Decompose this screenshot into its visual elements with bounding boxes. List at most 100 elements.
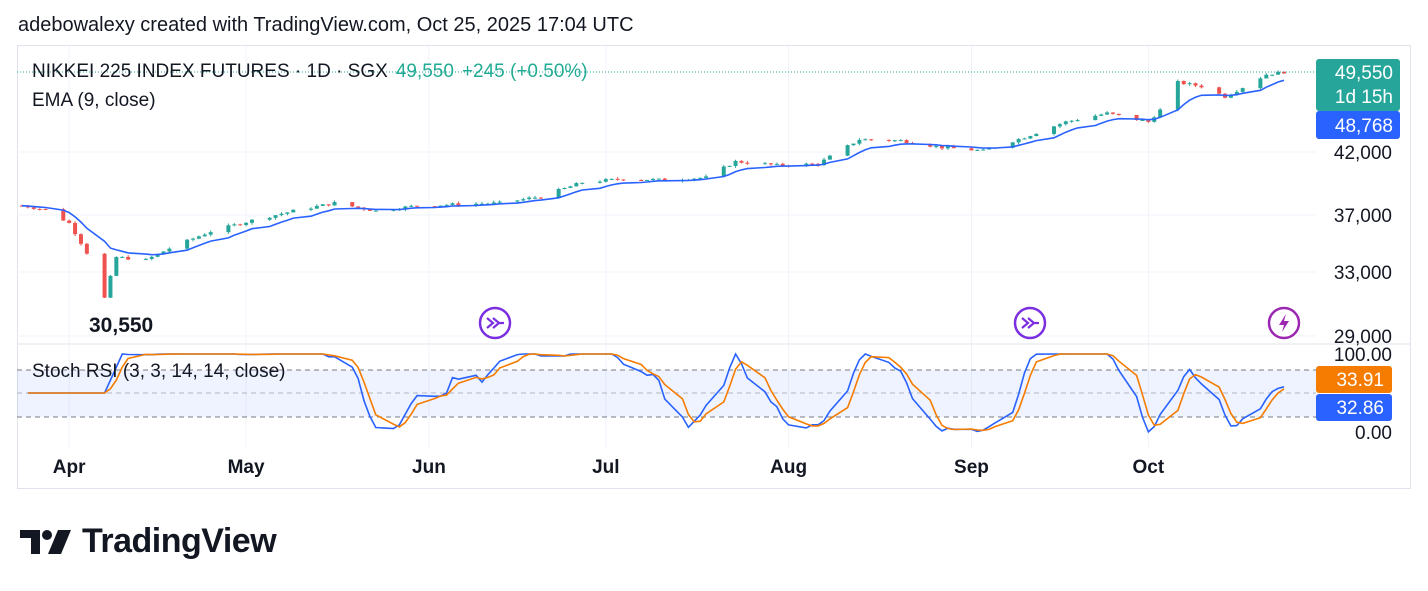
candle-body — [763, 163, 768, 165]
candle-body — [102, 253, 107, 298]
legend-price: 49,550 — [395, 61, 454, 82]
candle-body — [249, 219, 254, 223]
candle-body — [656, 178, 661, 180]
split-event-icon[interactable] — [478, 306, 512, 340]
candle-body — [391, 209, 396, 211]
candle-body — [1193, 83, 1198, 86]
candle-body — [479, 203, 484, 205]
price-tick-label: 37,000 — [1334, 206, 1392, 227]
candle-body — [108, 275, 113, 298]
price-tag-bg — [1316, 59, 1400, 111]
ema-tag: 48,768 — [1335, 116, 1393, 137]
candle-body — [149, 256, 154, 259]
stoch-k-tag: 33.91 — [1336, 370, 1384, 391]
candle-body — [739, 160, 744, 163]
candle-body — [273, 215, 278, 218]
candle-body — [126, 256, 131, 260]
symbol-legend[interactable]: NIKKEI 225 INDEX FUTURES · 1D · SGX 49,55… — [32, 61, 588, 83]
candle-body — [568, 186, 573, 188]
logo-wordmark: TradingView — [82, 522, 277, 560]
candle-body — [1022, 138, 1027, 140]
candle-body — [1016, 139, 1021, 143]
candle-body — [78, 234, 83, 244]
price-tick-label: 29,000 — [1334, 327, 1392, 348]
candle-body — [869, 139, 874, 141]
candle-body — [332, 202, 337, 206]
candle-body — [780, 163, 785, 166]
candle-body — [202, 234, 207, 237]
stoch-d-tag: 32.86 — [1336, 398, 1384, 419]
price-tick-label: 42,000 — [1334, 143, 1392, 164]
candle-body — [1057, 124, 1062, 127]
candle-body — [597, 181, 602, 183]
candle-body — [892, 140, 897, 142]
candle-body — [603, 179, 608, 182]
candle-body — [1187, 83, 1192, 85]
candle-body — [444, 204, 449, 206]
candle-body — [320, 204, 325, 206]
candle-body — [851, 143, 856, 146]
time-tick-label: Sep — [954, 457, 989, 478]
candle-body — [196, 236, 201, 239]
candle-body — [43, 208, 48, 210]
ema-legend[interactable]: EMA (9, close) — [32, 90, 156, 111]
candle-body — [939, 145, 944, 149]
candle-body — [474, 203, 479, 206]
lightning-event-icon[interactable] — [1267, 306, 1301, 340]
stoch-d-line — [27, 353, 1285, 432]
time-tick-label: May — [228, 457, 265, 478]
candle-body — [1228, 94, 1233, 98]
ema-tag-bg — [1316, 111, 1400, 139]
candle-body — [1181, 81, 1186, 85]
candle-body — [945, 146, 950, 149]
split-event-icon[interactable] — [1013, 306, 1047, 340]
price-tag: 49,550 — [1335, 63, 1393, 84]
stoch-d-tag-bg — [1316, 394, 1392, 421]
candle-body — [367, 209, 372, 211]
time-axis: Apr May Jun Jul Aug Sep Oct — [53, 457, 1165, 478]
candle-body — [208, 232, 213, 235]
candle-body — [267, 217, 272, 220]
candle-body — [845, 145, 850, 156]
candle-body — [409, 205, 414, 207]
candle-body — [898, 140, 903, 142]
candle-body — [279, 213, 284, 216]
candle-body — [615, 178, 620, 180]
candle-body — [120, 256, 125, 258]
candle-body — [73, 222, 78, 235]
candle-body — [521, 199, 526, 201]
price-axis: 29,000 33,000 37,000 42,000 — [1334, 143, 1392, 348]
candle-body — [987, 148, 992, 150]
stoch-tick-label: 0.00 — [1355, 423, 1392, 444]
candle-body — [580, 182, 585, 184]
candle-body — [951, 146, 956, 149]
candle-body — [350, 202, 355, 207]
stoch-legend[interactable]: Stoch RSI (3, 3, 14, 14, close) — [32, 361, 286, 382]
candle-body — [662, 178, 667, 181]
stoch-tick-label: 100.00 — [1334, 345, 1392, 366]
candle-body — [527, 197, 532, 200]
time-tick-label: Jul — [592, 457, 619, 478]
candle-body — [1264, 74, 1269, 79]
candle-body — [226, 225, 231, 233]
candle-body — [639, 179, 644, 181]
symbol-name: NIKKEI 225 INDEX FUTURES · 1D · SGX — [32, 61, 388, 82]
candle-body — [981, 149, 986, 151]
legend-change: +245 (+0.50%) — [461, 61, 588, 82]
candle-body — [1199, 85, 1204, 88]
candle-body — [1105, 112, 1110, 115]
candle-body — [373, 210, 378, 212]
candle-body — [1093, 115, 1098, 121]
attribution-text: adebowalexy created with TradingView.com… — [18, 14, 634, 36]
candle-body — [727, 165, 732, 167]
candle-body — [928, 143, 933, 147]
candle-body — [456, 203, 461, 206]
time-tick-label: Aug — [770, 457, 807, 478]
candle-body — [857, 139, 862, 144]
candle-body — [1134, 114, 1139, 121]
candle-body — [1175, 81, 1180, 110]
candle-body — [1282, 71, 1286, 74]
candle-body — [61, 209, 66, 221]
chart-frame — [17, 45, 1411, 489]
